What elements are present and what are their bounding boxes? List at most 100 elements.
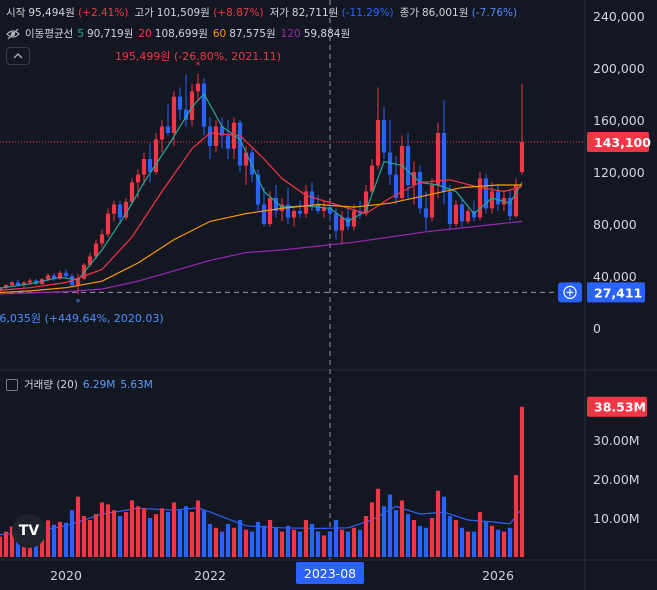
high-value: 101,509원 bbox=[156, 7, 210, 19]
volume-bar-82 bbox=[477, 512, 483, 557]
volume-bar-83 bbox=[483, 521, 489, 557]
last-volume-tag bbox=[587, 396, 647, 417]
candle-2 bbox=[0, 287, 3, 293]
candle-body-26 bbox=[141, 159, 147, 175]
volume-bar-46 bbox=[261, 525, 267, 557]
candle-3 bbox=[3, 283, 9, 289]
candle-body-61 bbox=[351, 211, 357, 227]
volume-bar-25 bbox=[135, 506, 141, 557]
candle-body-77 bbox=[447, 191, 453, 224]
candle-29 bbox=[159, 120, 165, 153]
price-tick-label-3: 120,000 bbox=[593, 165, 645, 180]
candle-body-79 bbox=[459, 204, 465, 222]
ma-line-60 bbox=[0, 184, 522, 294]
candle-body-51 bbox=[291, 211, 297, 218]
candle-body-12 bbox=[57, 272, 63, 279]
candle-78 bbox=[453, 200, 459, 227]
low-marker: * bbox=[76, 298, 81, 308]
close-label: 종가 bbox=[399, 7, 419, 19]
candle-body-57 bbox=[327, 207, 333, 214]
candle-body-19 bbox=[99, 234, 105, 244]
candle-body-44 bbox=[249, 152, 255, 175]
plus-icon bbox=[563, 285, 577, 299]
open-value: 95,494원 bbox=[28, 7, 75, 19]
candle-body-3 bbox=[3, 285, 9, 288]
low-change: (-11.29%) bbox=[341, 7, 394, 19]
volume-bar-61 bbox=[351, 527, 357, 558]
volume-bar-54 bbox=[309, 523, 315, 557]
time-tick-label-3: 2026 bbox=[482, 568, 514, 583]
candle-body-76 bbox=[441, 133, 447, 192]
ma-line-20 bbox=[0, 132, 523, 291]
volume-toggle-checkbox[interactable] bbox=[6, 378, 18, 391]
candle-body-11 bbox=[51, 275, 57, 279]
volume-bar-58 bbox=[333, 520, 339, 557]
volume-bar-71 bbox=[411, 520, 417, 557]
volume-ma-value: 5.63M bbox=[120, 378, 153, 391]
candle-75 bbox=[435, 122, 441, 198]
candle-51 bbox=[291, 208, 297, 227]
candle-body-25 bbox=[135, 174, 141, 183]
volume-bar-68 bbox=[393, 510, 399, 557]
candle-body-73 bbox=[423, 208, 429, 218]
candle-body-5 bbox=[15, 282, 21, 286]
tradingview-logo[interactable]: TV bbox=[12, 514, 46, 548]
candle-32 bbox=[177, 87, 183, 120]
close-value: 86,001원 bbox=[422, 7, 469, 19]
volume-legend: 거래량 (20) 6.29M 5.63M bbox=[6, 377, 153, 392]
candle-body-82 bbox=[477, 178, 483, 218]
volume-bar-24 bbox=[129, 500, 135, 557]
candle-45 bbox=[255, 169, 261, 211]
candle-85 bbox=[495, 185, 501, 211]
volume-bar-51 bbox=[291, 529, 297, 557]
high-annotation: 195,499원 (-26.80%, 2021.11) bbox=[115, 50, 281, 63]
candle-body-30 bbox=[165, 126, 171, 133]
last-price-tag bbox=[587, 131, 649, 152]
volume-bar-40 bbox=[225, 523, 231, 557]
volume-bar-73 bbox=[423, 527, 429, 558]
crosshair-time-label: 2023-08 bbox=[304, 566, 356, 581]
candle-body-70 bbox=[405, 146, 411, 185]
candle-69 bbox=[399, 135, 405, 201]
time-tick-label-1: 2022 bbox=[194, 568, 226, 583]
volume-bar-23 bbox=[123, 512, 129, 557]
candle-body-78 bbox=[453, 204, 459, 224]
ohlc-legend: 시작 95,494원 (+2.41%) 고가 101,509원 (+8.87%) 저가 8… bbox=[6, 5, 517, 20]
candle-20 bbox=[105, 208, 111, 237]
ma120-value: 59,884원 bbox=[303, 28, 351, 40]
candle-body-22 bbox=[117, 204, 123, 218]
volume-bar-10 bbox=[45, 520, 51, 557]
candle-body-54 bbox=[309, 191, 315, 205]
candle-73 bbox=[423, 191, 429, 231]
ma20-value: 108,699원 bbox=[154, 28, 208, 40]
volume-bar-53 bbox=[303, 520, 309, 557]
volume-bar-70 bbox=[405, 514, 411, 557]
candle-body-7 bbox=[27, 280, 33, 283]
collapse-legend-button[interactable] bbox=[6, 47, 30, 65]
volume-tick-label-1: 20.00M bbox=[593, 472, 640, 487]
price-tick-label-0: 0 bbox=[593, 321, 601, 336]
price-tick-label-2: 80,000 bbox=[593, 217, 637, 232]
volume-bar-81 bbox=[471, 531, 477, 557]
candle-body-34 bbox=[189, 91, 195, 120]
volume-bar-28 bbox=[153, 514, 159, 557]
candle-body-28 bbox=[153, 139, 159, 172]
candle-body-24 bbox=[129, 182, 135, 202]
candle-body-15 bbox=[75, 278, 81, 286]
eye-hidden-icon[interactable] bbox=[6, 27, 20, 41]
volume-bar-21 bbox=[111, 510, 117, 557]
candle-body-6 bbox=[21, 282, 27, 286]
candle-24 bbox=[129, 178, 135, 205]
candle-74 bbox=[429, 178, 435, 222]
volume-bar-89 bbox=[519, 406, 525, 557]
chevron-up-icon bbox=[13, 53, 23, 59]
volume-bar-29 bbox=[159, 508, 165, 558]
volume-bar-12 bbox=[57, 521, 63, 557]
candle-body-13 bbox=[63, 272, 69, 277]
volume-bar-50 bbox=[285, 525, 291, 557]
candle-body-80 bbox=[465, 211, 471, 222]
candle-67 bbox=[387, 120, 393, 185]
volume-bar-32 bbox=[177, 510, 183, 557]
open-label: 시작 bbox=[6, 7, 26, 19]
